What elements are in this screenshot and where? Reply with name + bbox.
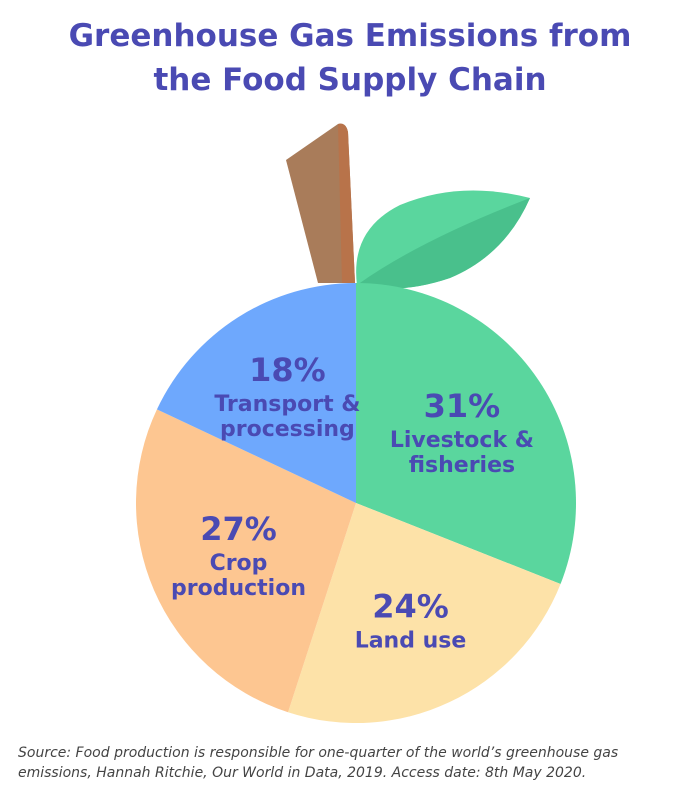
- slice-category-label-2-0: Crop: [210, 551, 268, 576]
- slice-category-label-0-1: fisheries: [409, 453, 515, 478]
- slice-value-label-0: 31%: [424, 387, 501, 425]
- source-note: Source: Food production is responsible f…: [18, 745, 619, 781]
- slice-category-label-3-1: processing: [220, 417, 355, 442]
- apple-leaf-icon: [356, 190, 530, 289]
- apple-stem-icon: [286, 123, 355, 284]
- pie-slice-3: [156, 283, 356, 503]
- pie-slice-1: [288, 503, 561, 723]
- chart-title-line-2: the Food Supply Chain: [153, 62, 547, 98]
- slice-category-label-0-0: Livestock &: [390, 428, 534, 453]
- pie-slice-0: [356, 283, 577, 584]
- slice-value-label-2: 27%: [200, 510, 277, 548]
- slice-value-label-3: 18%: [249, 351, 326, 389]
- slice-category-label-2-1: production: [171, 576, 306, 601]
- pie-slices: [136, 283, 577, 723]
- slice-category-label-3-0: Transport &: [214, 392, 360, 417]
- slice-value-label-1: 24%: [372, 587, 449, 625]
- pie-labels: 31% Livestock &fisheries 24% Land use 27% Cro…: [171, 351, 534, 653]
- chart-title-line-1: Greenhouse Gas Emissions from: [68, 18, 632, 54]
- chart-title: Greenhouse Gas Emissions from the Food S…: [0, 14, 700, 102]
- pie-slice-2: [136, 409, 356, 713]
- slice-category-label-1-0: Land use: [355, 628, 467, 653]
